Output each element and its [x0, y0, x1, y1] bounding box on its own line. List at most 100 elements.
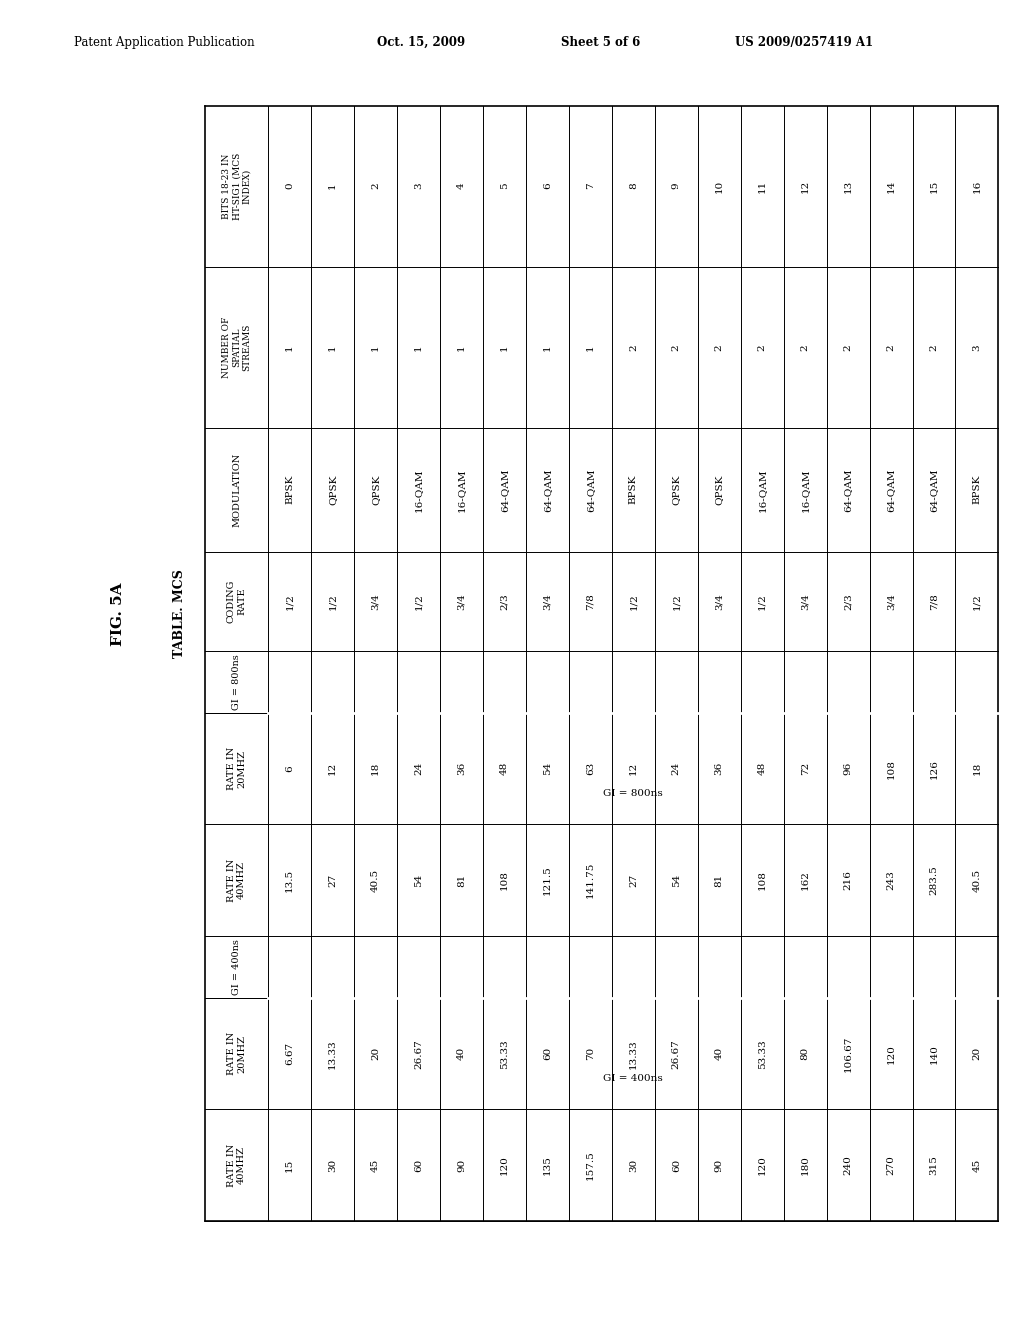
Text: 283.5: 283.5 — [930, 866, 938, 895]
Text: 1: 1 — [543, 345, 552, 351]
Text: 13: 13 — [844, 180, 853, 193]
Text: 2: 2 — [801, 345, 810, 351]
Text: QPSK: QPSK — [371, 475, 380, 506]
Text: 16: 16 — [973, 180, 981, 193]
Text: 1: 1 — [371, 345, 380, 351]
Text: 7: 7 — [586, 183, 595, 190]
Text: 16-QAM: 16-QAM — [801, 469, 810, 512]
Text: 140: 140 — [930, 1044, 938, 1064]
Text: 70: 70 — [586, 1047, 595, 1060]
Text: 5: 5 — [500, 183, 509, 190]
Text: 2: 2 — [672, 345, 681, 351]
Text: 16-QAM: 16-QAM — [414, 469, 423, 512]
Text: 2: 2 — [844, 345, 853, 351]
Text: 90: 90 — [715, 1159, 724, 1172]
Text: 2: 2 — [715, 345, 724, 351]
Text: GI = 800ns: GI = 800ns — [232, 653, 241, 710]
Text: QPSK: QPSK — [329, 475, 337, 506]
Text: 64-QAM: 64-QAM — [887, 469, 896, 512]
Text: 36: 36 — [715, 762, 724, 775]
Text: 1/2: 1/2 — [973, 593, 981, 610]
Text: TABLE. MCS: TABLE. MCS — [173, 569, 185, 659]
Text: 20: 20 — [973, 1047, 981, 1060]
Text: 1: 1 — [286, 345, 294, 351]
Text: 54: 54 — [414, 874, 423, 887]
Text: 24: 24 — [414, 762, 423, 775]
Text: 72: 72 — [801, 762, 810, 775]
Text: 26.67: 26.67 — [672, 1039, 681, 1069]
Text: 0: 0 — [286, 183, 294, 190]
Text: 6: 6 — [286, 766, 294, 772]
Text: 12: 12 — [629, 762, 638, 775]
Text: 16-QAM: 16-QAM — [457, 469, 466, 512]
Text: 108: 108 — [500, 870, 509, 890]
Text: 3: 3 — [973, 345, 981, 351]
Text: 13.33: 13.33 — [629, 1039, 638, 1069]
Text: 3/4: 3/4 — [543, 593, 552, 610]
Text: 3/4: 3/4 — [715, 593, 724, 610]
Text: 108: 108 — [758, 870, 767, 890]
Text: QPSK: QPSK — [672, 475, 681, 506]
Text: 4: 4 — [457, 183, 466, 190]
Text: GI = 400ns: GI = 400ns — [232, 939, 241, 995]
Text: 135: 135 — [543, 1155, 552, 1175]
Text: 3/4: 3/4 — [887, 593, 896, 610]
Text: 12: 12 — [329, 762, 337, 775]
Text: 54: 54 — [543, 762, 552, 775]
Text: 18: 18 — [973, 762, 981, 775]
Text: Oct. 15, 2009: Oct. 15, 2009 — [377, 36, 465, 49]
Text: 1: 1 — [457, 345, 466, 351]
Text: Sheet 5 of 6: Sheet 5 of 6 — [561, 36, 640, 49]
Text: 1: 1 — [329, 345, 337, 351]
Text: QPSK: QPSK — [715, 475, 724, 506]
Text: 1/2: 1/2 — [672, 593, 681, 610]
Text: CODING
RATE: CODING RATE — [227, 579, 246, 623]
Text: 121.5: 121.5 — [543, 866, 552, 895]
Text: 60: 60 — [543, 1047, 552, 1060]
Text: 12: 12 — [801, 180, 810, 193]
Text: Patent Application Publication: Patent Application Publication — [74, 36, 254, 49]
Text: 3/4: 3/4 — [371, 593, 380, 610]
Text: 106.67: 106.67 — [844, 1035, 853, 1072]
Text: 30: 30 — [629, 1159, 638, 1172]
Text: 16-QAM: 16-QAM — [758, 469, 767, 512]
Text: BPSK: BPSK — [286, 475, 294, 504]
Text: 13.33: 13.33 — [329, 1039, 337, 1069]
Text: 11: 11 — [758, 180, 767, 193]
Text: 15: 15 — [930, 180, 938, 193]
Text: 13.5: 13.5 — [286, 869, 294, 892]
Text: 64-QAM: 64-QAM — [543, 469, 552, 512]
Text: 6: 6 — [543, 183, 552, 190]
Text: 1: 1 — [500, 345, 509, 351]
Text: 216: 216 — [844, 870, 853, 890]
Text: US 2009/0257419 A1: US 2009/0257419 A1 — [735, 36, 873, 49]
Text: 2/3: 2/3 — [500, 593, 509, 610]
Text: 1: 1 — [586, 345, 595, 351]
Text: RATE IN
40MHZ: RATE IN 40MHZ — [227, 1143, 246, 1187]
Text: 30: 30 — [329, 1159, 337, 1172]
Text: 53.33: 53.33 — [758, 1039, 767, 1069]
Text: 6.67: 6.67 — [286, 1041, 294, 1065]
Text: 270: 270 — [887, 1155, 896, 1175]
Text: 7/8: 7/8 — [930, 593, 938, 610]
Text: 2/3: 2/3 — [844, 593, 853, 610]
Text: 243: 243 — [887, 870, 896, 890]
Text: 60: 60 — [414, 1159, 423, 1172]
Text: 3/4: 3/4 — [457, 593, 466, 610]
Text: BPSK: BPSK — [973, 475, 981, 504]
Text: 48: 48 — [500, 762, 509, 775]
Text: 141.75: 141.75 — [586, 862, 595, 899]
Text: MODULATION: MODULATION — [232, 453, 241, 527]
Text: 3/4: 3/4 — [801, 593, 810, 610]
Text: 27: 27 — [629, 874, 638, 887]
Text: 64-QAM: 64-QAM — [500, 469, 509, 512]
Text: 240: 240 — [844, 1155, 853, 1175]
Text: 26.67: 26.67 — [414, 1039, 423, 1069]
Text: 2: 2 — [629, 345, 638, 351]
Text: RATE IN
20MHZ: RATE IN 20MHZ — [227, 747, 246, 791]
Text: 108: 108 — [887, 759, 896, 779]
Text: 9: 9 — [672, 183, 681, 190]
Text: 1/2: 1/2 — [414, 593, 423, 610]
Text: 81: 81 — [715, 874, 724, 887]
Text: 162: 162 — [801, 870, 810, 890]
